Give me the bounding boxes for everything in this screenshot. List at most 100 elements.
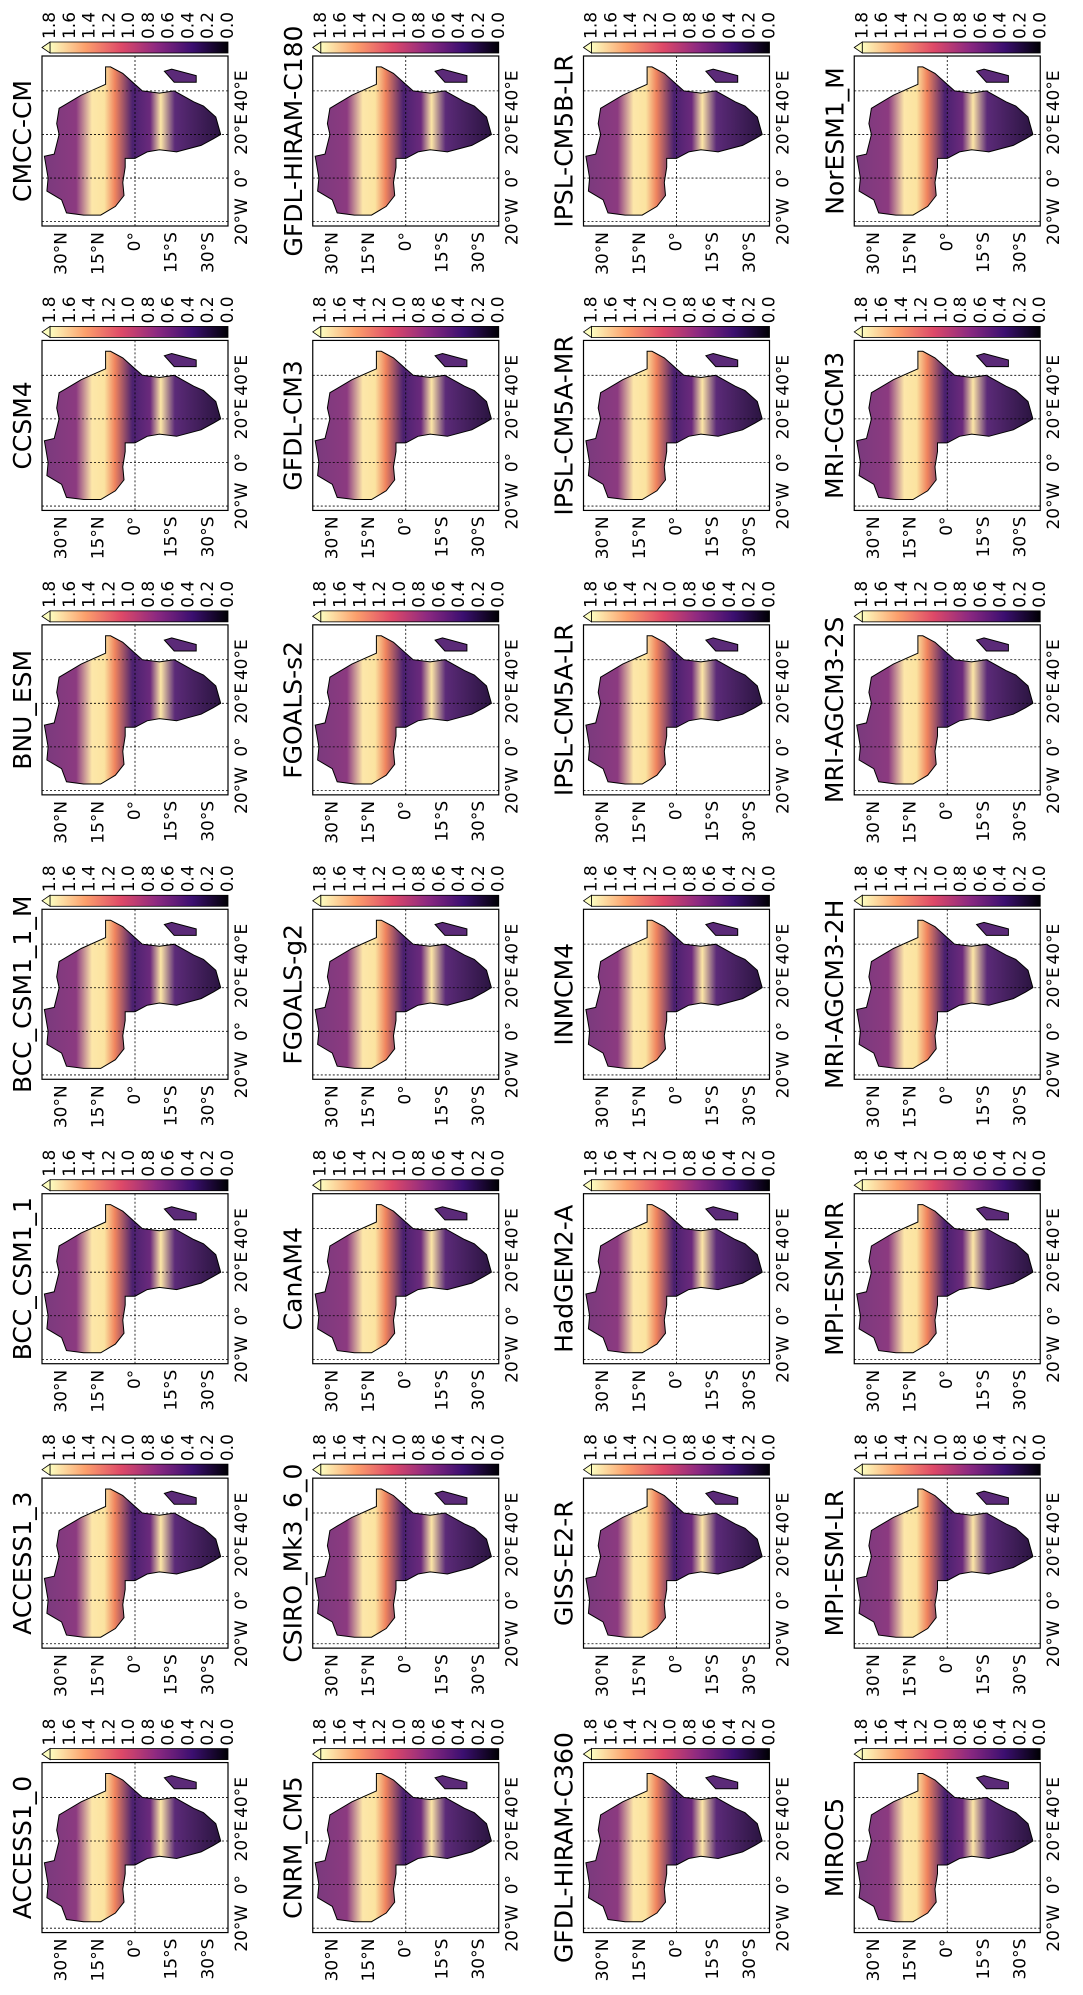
- colorbar: [50, 895, 228, 906]
- colorbar-extend: [584, 611, 592, 622]
- colorbar-tick-label: 1.8: [852, 12, 872, 39]
- lat-tick-label: 0°: [937, 801, 957, 820]
- lon-tick-label: 20°W: [1044, 1051, 1064, 1098]
- lon-tick-label: 20°W: [774, 198, 794, 245]
- colorbar: [321, 611, 499, 622]
- colorbar-tick-label: 0.6: [159, 581, 179, 608]
- lon-tick-label: 20°W: [232, 198, 252, 245]
- lon-tick-label: 0°: [774, 168, 794, 187]
- lat-tick-label: 30°S: [469, 1939, 489, 1980]
- panel-title: CanAM4: [279, 1227, 308, 1330]
- lon-tick-label: 20°E: [503, 967, 523, 1008]
- colorbar: [862, 326, 1040, 337]
- lon-tick-label: 40°E: [232, 1777, 252, 1818]
- lat-tick-label: 0°: [125, 1370, 145, 1389]
- lat-tick-label: 15°N: [88, 516, 108, 559]
- colorbar-tick-label: 1.4: [80, 581, 100, 608]
- colorbar-tick-label: 1.6: [331, 1150, 351, 1177]
- lon-tick-label: 20°E: [232, 398, 252, 439]
- lon-tick-label: 20°W: [232, 482, 252, 529]
- colorbar-tick-label: 0.6: [971, 1434, 991, 1461]
- colorbar-tick-label: 0.8: [139, 865, 159, 892]
- map: [854, 625, 1040, 795]
- lon-tick-label: 20°W: [774, 1620, 794, 1667]
- colorbar-tick-label: 1.4: [350, 12, 370, 39]
- panel-title: GISS-E2-R: [550, 1500, 579, 1626]
- lat-tick-label: 15°S: [432, 1370, 452, 1411]
- colorbar-tick-label: 0.0: [489, 1434, 509, 1461]
- colorbar-tick-label: 1.4: [892, 1434, 912, 1461]
- panel-title: IPSL-CM5B-LR: [550, 54, 579, 227]
- colorbar-tick-label: 1.0: [119, 12, 139, 39]
- lon-tick-label: 40°E: [774, 355, 794, 396]
- lat-tick-label: 30°N: [322, 516, 342, 559]
- lat-tick-label: 0°: [937, 1370, 957, 1389]
- colorbar-tick-label: 0.0: [1030, 581, 1050, 608]
- colorbar: [50, 1464, 228, 1475]
- colorbar-tick-label: 1.2: [99, 581, 119, 608]
- lon-tick-label: 40°E: [503, 1208, 523, 1249]
- colorbar-extend: [584, 895, 592, 906]
- colorbar-tick-label: 1.6: [331, 296, 351, 323]
- panel: 1.81.61.41.21.00.80.60.40.20.030°N15°N0°…: [550, 12, 794, 275]
- lat-tick-label: 15°S: [162, 801, 182, 842]
- colorbar-tick-label: 1.4: [350, 1434, 370, 1461]
- map: [313, 1478, 499, 1648]
- lat-tick-label: 30°S: [1011, 1370, 1031, 1411]
- lon-tick-label: 40°E: [1044, 924, 1064, 965]
- colorbar-tick-label: 1.0: [390, 1719, 410, 1746]
- colorbar-tick-label: 0.0: [760, 1434, 780, 1461]
- map: [42, 1763, 228, 1933]
- lon-tick-label: 20°E: [232, 967, 252, 1008]
- colorbar: [50, 1749, 228, 1760]
- colorbar-tick-label: 0.4: [991, 1150, 1011, 1177]
- lon-tick-label: 20°W: [503, 482, 523, 529]
- colorbar-tick-label: 1.6: [872, 296, 892, 323]
- lon-tick-label: 0°: [503, 453, 523, 472]
- colorbar-tick-label: 0.2: [740, 865, 760, 892]
- map: [313, 1194, 499, 1364]
- colorbar-tick-label: 1.4: [892, 581, 912, 608]
- colorbar-tick-label: 1.8: [311, 296, 331, 323]
- lat-tick-label: 0°: [937, 1939, 957, 1958]
- lat-tick-label: 0°: [125, 1085, 145, 1104]
- panel: 1.81.61.41.21.00.80.60.40.20.030°N15°N0°…: [550, 296, 794, 559]
- lat-tick-label: 30°S: [1011, 516, 1031, 557]
- lat-tick-label: 0°: [396, 232, 416, 251]
- lon-tick-label: 40°E: [1044, 355, 1064, 396]
- lon-tick-label: 40°E: [774, 639, 794, 680]
- colorbar-tick-label: 0.0: [489, 865, 509, 892]
- colorbar-tick-label: 0.0: [1030, 1150, 1050, 1177]
- colorbar-tick-label: 0.6: [971, 865, 991, 892]
- colorbar-tick-label: 0.6: [429, 1434, 449, 1461]
- lon-tick-label: 40°E: [1044, 639, 1064, 680]
- colorbar-tick-label: 1.2: [99, 1719, 119, 1746]
- lat-tick-label: 0°: [667, 1939, 687, 1958]
- colorbar-extend: [584, 1464, 592, 1475]
- lat-tick-label: 30°S: [469, 1370, 489, 1411]
- colorbar-tick-label: 0.8: [410, 12, 430, 39]
- lat-tick-label: 15°N: [901, 1085, 921, 1128]
- panel: 1.81.61.41.21.00.80.60.40.20.030°N15°N0°…: [8, 296, 252, 559]
- map: [584, 56, 770, 226]
- colorbar-extend: [584, 1180, 592, 1191]
- lat-tick-label: 0°: [667, 232, 687, 251]
- lon-tick-label: 20°W: [232, 1905, 252, 1952]
- colorbar-tick-label: 0.0: [1030, 1719, 1050, 1746]
- lat-tick-label: 30°S: [198, 1654, 218, 1695]
- lat-tick-label: 15°N: [901, 1939, 921, 1982]
- panel-title: MIROC5: [820, 1798, 849, 1897]
- lon-tick-label: 0°: [232, 1875, 252, 1894]
- lat-tick-label: 15°S: [703, 232, 723, 273]
- colorbar-tick-label: 0.2: [740, 12, 760, 39]
- colorbar-tick-label: 0.0: [489, 296, 509, 323]
- lon-tick-label: 40°E: [232, 355, 252, 396]
- lon-tick-label: 20°E: [503, 1821, 523, 1862]
- colorbar-tick-label: 0.2: [198, 581, 218, 608]
- colorbar: [862, 42, 1040, 53]
- colorbar-tick-label: 0.8: [139, 1150, 159, 1177]
- lat-tick-label: 15°N: [359, 1654, 379, 1697]
- panel-title: MRI-AGCM3-2H: [820, 900, 849, 1089]
- colorbar-tick-label: 0.6: [159, 1719, 179, 1746]
- map: [42, 1194, 228, 1364]
